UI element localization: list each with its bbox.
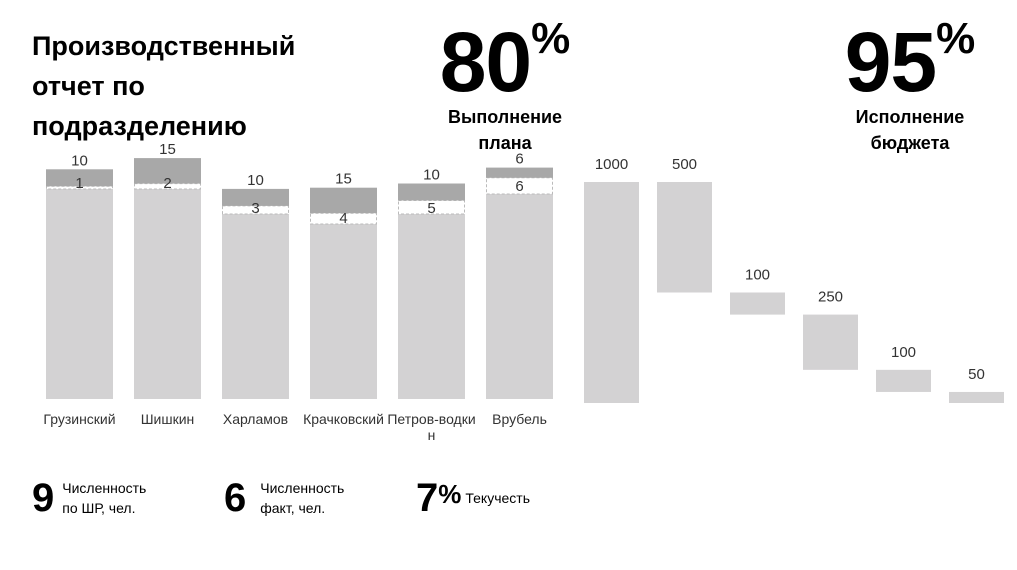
bar-top-label: 15 [159, 141, 176, 158]
stat-headcount-fact-label-1: Численность [260, 480, 345, 496]
waterfall-bar [949, 391, 1004, 403]
stat-headcount-plan-label-2: по ШР, чел. [62, 500, 136, 516]
category-label: Харламов [223, 411, 288, 427]
budget-kpi-unit: % [936, 14, 976, 63]
bar-mid-label: 6 [515, 178, 523, 195]
waterfall-label: 50 [968, 366, 985, 383]
stat-headcount-fact-value: 6 [224, 476, 247, 520]
category-label: Грузинский [43, 411, 115, 427]
stat-turnover-unit: % [438, 478, 462, 509]
stat-headcount-fact-label-2: факт, чел. [260, 500, 326, 516]
plan-kpi-value-row: 80% [405, 14, 605, 104]
budget-kpi-value: 95 [844, 15, 937, 109]
waterfall-bar [730, 292, 785, 315]
category-label: н [428, 427, 436, 443]
stat-turnover-label: Текучесть [465, 490, 530, 506]
bar-base [398, 214, 465, 399]
waterfall-bar [584, 182, 639, 403]
category-label: Крачковский [303, 411, 384, 427]
waterfall-label: 100 [745, 267, 770, 284]
plan-kpi-label-2: плана [478, 133, 532, 153]
bar-base [310, 224, 377, 399]
plan-kpi-unit: % [531, 14, 571, 63]
bar-top-label: 10 [71, 152, 88, 169]
bar-base [46, 189, 113, 399]
stat-headcount-fact-label: Численность факт, чел. [260, 478, 360, 518]
budget-kpi: 95% Исполнение бюджета [815, 14, 1005, 156]
stat-headcount-plan-value: 9 [32, 476, 55, 520]
bar-top-label: 10 [423, 167, 440, 184]
bar-mid-label: 2 [163, 175, 171, 192]
stat-turnover: 7% Текучесть [416, 478, 530, 518]
page-title: Производственный отчет по подразделению [32, 31, 296, 141]
waterfall-bar [803, 314, 858, 370]
waterfall-bar [876, 369, 931, 392]
waterfall-label: 1000 [595, 156, 628, 173]
stat-turnover-value: 7 [416, 476, 439, 520]
stat-headcount-plan-label-1: Численность [62, 480, 147, 496]
plan-kpi-label-1: Выполнение [447, 107, 563, 127]
bar-mid-label: 4 [339, 210, 347, 227]
plan-kpi: 80% Выполнение плана [405, 14, 605, 156]
bar-top-segment [398, 183, 465, 201]
budget-kpi-value-row: 95% [815, 14, 1005, 104]
stat-headcount-plan-label: Численность по ШР, чел. [62, 478, 162, 518]
bar-top-segment [134, 158, 201, 184]
waterfall-bar [657, 182, 712, 293]
bar-top-label: 6 [515, 151, 523, 168]
bar-top-segment [310, 187, 377, 214]
stat-headcount-plan: 9 Численность по ШР, чел. [32, 478, 192, 518]
bar-top-segment [486, 167, 553, 178]
plan-kpi-value: 80 [439, 15, 532, 109]
bar-mid-label: 5 [427, 200, 435, 217]
bar-mid-label: 3 [251, 200, 259, 217]
bar-top-segment [222, 188, 289, 206]
budget-kpi-label-1: Исполнение [855, 107, 965, 127]
bar-base [222, 214, 289, 399]
category-label: Шишкин [141, 411, 195, 427]
waterfall-label: 100 [891, 344, 916, 361]
bar-top-label: 15 [335, 171, 352, 188]
waterfall-label: 500 [672, 156, 697, 173]
bar-base [134, 189, 201, 399]
bar-top-label: 10 [247, 172, 264, 189]
budget-kpi-label-2: бюджета [870, 133, 950, 153]
bar-base [486, 194, 553, 399]
category-label: Врубель [492, 411, 547, 427]
waterfall-label: 250 [818, 289, 843, 306]
stat-headcount-fact: 6 Численность факт, чел. [224, 478, 360, 518]
bar-top-segment [46, 169, 113, 187]
bar-mid-label: 1 [75, 175, 83, 192]
category-label: Петров-водки [387, 411, 475, 427]
